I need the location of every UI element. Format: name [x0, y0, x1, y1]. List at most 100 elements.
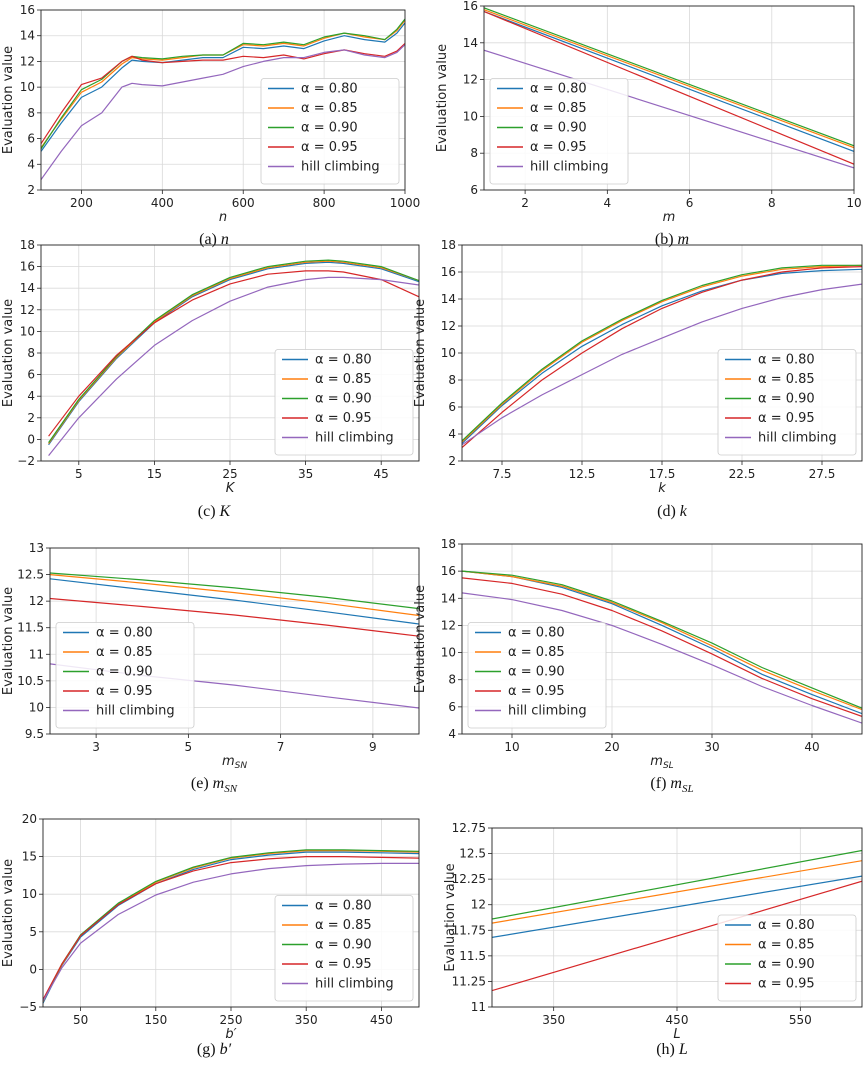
legend-label: α = 0.90 — [758, 392, 815, 407]
x-tick-label: 15 — [147, 467, 162, 481]
series-line-a085 — [50, 574, 419, 617]
y-tick-label: 5 — [29, 925, 37, 939]
legend-label: α = 0.95 — [315, 411, 372, 426]
x-tick-label: 45 — [374, 467, 389, 481]
legend: α = 0.80 α = 0.85 α = 0.90 α = 0.95 hill cli… — [274, 349, 414, 456]
legend-box — [717, 349, 857, 456]
caption-variable: m — [213, 775, 225, 792]
chart-2: 2 4 6 8 10 6 8 10 12 14 16 Evaluation value m α = 0.8… — [435, 0, 862, 248]
series-line-a090 — [462, 264, 862, 442]
y-tick-label: 0 — [27, 432, 35, 446]
legend: α = 0.80 α = 0.85 α = 0.90 α = 0.95 hill cli… — [55, 622, 195, 729]
chart-4: 7.5 12.5 17.5 22.5 27.5 2 4 6 8 10 12 14 16 18 Evaluat… — [413, 238, 863, 520]
axes-frame — [461, 543, 863, 735]
legend-label: α = 0.85 — [96, 645, 153, 660]
y-axis-label: Evaluation value — [443, 863, 458, 971]
legend-box — [717, 914, 857, 1002]
series-line-a080 — [484, 10, 854, 152]
legend-label: α = 0.95 — [315, 957, 372, 972]
series-line-hill — [41, 44, 405, 181]
axes-frame — [491, 827, 863, 1008]
y-tick-label: 6 — [470, 183, 478, 197]
y-tick-label: 8 — [448, 373, 456, 387]
y-tick-label: 4 — [27, 157, 35, 171]
series-line-a095 — [43, 855, 419, 1000]
x-tick-label: 450 — [666, 1013, 689, 1027]
y-tick-label: 12 — [20, 54, 35, 68]
legend-label: α = 0.90 — [758, 957, 815, 972]
x-tick-label: 200 — [70, 196, 93, 210]
x-tick-label: 3 — [92, 740, 100, 754]
y-tick-label: 2 — [448, 454, 456, 468]
y-tick-label: 12 — [463, 73, 478, 87]
y-axis-label: Evaluation value — [413, 299, 428, 407]
series-line-a095 — [484, 10, 854, 165]
x-tick-label: 8 — [768, 196, 776, 210]
x-tick-label: 27.5 — [809, 467, 836, 481]
subfigure-caption: (f) mSL — [650, 775, 693, 795]
y-tick-label: 14 — [441, 292, 456, 306]
x-axis-label: k — [658, 481, 666, 496]
x-axis-label: m — [663, 210, 676, 225]
series-line-hill — [48, 276, 419, 456]
legend: α = 0.80 α = 0.85 α = 0.90 α = 0.95 hill cli… — [717, 349, 857, 456]
legend-label: α = 0.85 — [758, 372, 815, 387]
series-line-a090 — [484, 7, 854, 147]
series-line-a080 — [492, 875, 862, 938]
chart-1: 200 400 600 800 1000 2 4 6 8 10 12 14 16 Evaluation v… — [1, 3, 420, 248]
y-tick-label: 8 — [448, 673, 456, 687]
caption-variable: b′ — [220, 1041, 232, 1058]
x-tick-label: 50 — [73, 1013, 88, 1027]
legend-box — [274, 349, 414, 456]
x-tick-label: 35 — [298, 467, 313, 481]
legend-box — [467, 622, 607, 729]
legend-label: α = 0.80 — [758, 918, 815, 933]
y-tick-label: 6 — [27, 132, 35, 146]
legend-label: α = 0.85 — [530, 101, 587, 116]
legend-label: α = 0.95 — [758, 411, 815, 426]
series-line-a095 — [492, 880, 862, 992]
series-line-a085 — [484, 9, 854, 149]
y-tick-label: 14 — [463, 36, 478, 50]
subfigure-caption: (g) b′ — [197, 1041, 232, 1058]
x-tick-label: 350 — [542, 1013, 565, 1027]
y-tick-label: 10 — [20, 324, 35, 338]
x-tick-label: 450 — [370, 1013, 393, 1027]
y-tick-label: 11.5 — [17, 621, 44, 635]
y-tick-label: 2 — [27, 183, 35, 197]
series-line-a095 — [41, 42, 405, 145]
y-tick-label: 18 — [441, 238, 456, 252]
legend-label: α = 0.80 — [315, 353, 372, 368]
legend-label: α = 0.95 — [530, 140, 587, 155]
y-tick-label: 6 — [448, 400, 456, 414]
y-tick-label: 18 — [441, 537, 456, 551]
series-line-a095 — [462, 577, 862, 717]
series-line-hill — [484, 49, 854, 169]
legend: α = 0.80 α = 0.85 α = 0.90 α = 0.95 hill cli… — [274, 895, 414, 1002]
axes-frame — [49, 547, 420, 735]
y-axis-label: Evaluation value — [413, 585, 428, 693]
legend: α = 0.80 α = 0.85 α = 0.90 α = 0.95 hill cli… — [260, 78, 400, 185]
x-axis-label: L — [673, 1027, 680, 1042]
series-line-a090 — [50, 572, 419, 610]
caption-variable: m — [670, 775, 682, 792]
y-tick-label: 12 — [471, 898, 486, 912]
legend-label: α = 0.85 — [758, 938, 815, 953]
y-tick-label: −2 — [17, 454, 35, 468]
caption-variable-sub: SL — [682, 783, 694, 795]
y-tick-label: 12.25 — [452, 872, 486, 886]
y-tick-label: 16 — [441, 265, 456, 279]
x-tick-label: 17.5 — [649, 467, 676, 481]
y-tick-label: −5 — [19, 1000, 37, 1014]
y-tick-label: 12 — [441, 319, 456, 333]
legend: α = 0.80 α = 0.85 α = 0.90 α = 0.95 hill cli… — [489, 78, 629, 185]
x-tick-label: 7 — [277, 740, 285, 754]
series-line-a085 — [492, 860, 862, 924]
legend-label: hill climbing — [301, 160, 380, 175]
y-tick-label: 4 — [448, 427, 456, 441]
x-axis-label: mSL — [650, 754, 673, 771]
subfigure-caption: (a) n — [199, 231, 229, 248]
x-tick-label: 350 — [295, 1013, 318, 1027]
y-axis-label: Evaluation value — [1, 859, 16, 967]
series-line-a080 — [43, 851, 419, 1004]
